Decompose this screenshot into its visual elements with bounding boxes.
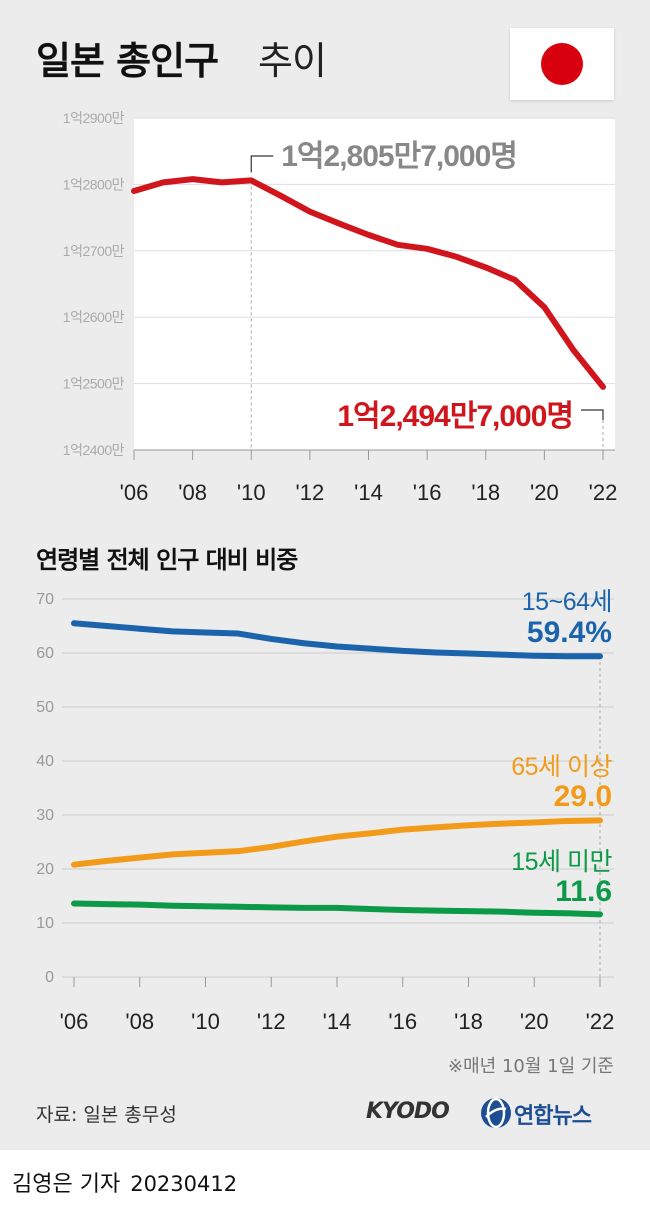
japan-flag-icon	[510, 28, 614, 100]
x-tick-label: '16	[413, 480, 442, 505]
page-title: 일본 총인구	[36, 39, 219, 83]
y-tick-label: 1억2600만	[63, 309, 125, 325]
x-tick-label: '10	[191, 1009, 220, 1034]
y-tick-label: 1억2400만	[63, 442, 125, 458]
byline: 김영은 기자 20230412	[12, 1166, 237, 1198]
age-share-chart-title: 연령별 전체 인구 대비 비중	[36, 546, 298, 574]
kyodo-logo: KYODO	[366, 1099, 450, 1124]
x-tick-label: '22	[586, 1009, 615, 1034]
series-name-label: 15세 미만	[511, 848, 612, 876]
x-tick-label: '18	[454, 1009, 483, 1034]
series-value-label: 29.0	[554, 780, 612, 813]
x-tick-label: '14	[323, 1009, 352, 1034]
annotation-leader	[581, 409, 604, 420]
annotation-leader	[250, 155, 274, 173]
y-tick-label: 40	[36, 753, 54, 770]
flag-sun-icon	[541, 43, 583, 85]
series-value-label: 59.4%	[527, 616, 612, 649]
y-tick-label: 1억2900만	[63, 110, 125, 126]
x-tick-label: '06	[60, 1009, 89, 1034]
x-tick-label: '20	[520, 1009, 549, 1034]
x-tick-label: '14	[354, 480, 383, 505]
annotation-label-max: 1억2,805만7,000명	[281, 140, 517, 173]
y-tick-label: 50	[36, 699, 54, 716]
x-tick-label: '06	[120, 480, 149, 505]
x-tick-label: '12	[296, 480, 325, 505]
x-tick-label: '08	[178, 480, 207, 505]
series-line-0	[71, 620, 603, 660]
page-title-sub: 추이	[258, 39, 327, 83]
series-line-2	[71, 900, 603, 918]
y-tick-label: 0	[45, 969, 54, 986]
x-tick-label: '08	[125, 1009, 154, 1034]
y-tick-label: 70	[36, 591, 54, 608]
series-value-label: 11.6	[555, 875, 612, 908]
plot-area	[134, 118, 615, 450]
yonhap-logo-text: 연합뉴스	[514, 1104, 592, 1129]
annotation-label-latest: 1억2,494만7,000명	[337, 400, 573, 433]
reporter-name: 김영은 기자	[12, 1172, 121, 1197]
byline-bar	[0, 1150, 650, 1208]
x-tick-label: '18	[471, 480, 500, 505]
y-tick-label: 1억2800만	[63, 176, 125, 192]
x-tick-label: '12	[257, 1009, 286, 1034]
x-tick-label: '16	[388, 1009, 417, 1034]
series-line-1	[71, 817, 603, 868]
x-tick-label: '10	[237, 480, 266, 505]
series-name-label: 15~64세	[522, 588, 612, 616]
y-tick-label: 30	[36, 807, 54, 824]
y-tick-label: 60	[36, 645, 54, 662]
series-name-label: 65세 이상	[511, 753, 612, 781]
source-text: 자료: 일본 총무성	[36, 1104, 177, 1126]
y-tick-label: 10	[36, 915, 54, 932]
footnote: ※매년 10월 1일 기준	[448, 1056, 614, 1077]
y-tick-label: 1억2700만	[63, 243, 125, 259]
yonhap-logo-icon	[481, 1097, 511, 1129]
x-tick-label: '22	[589, 480, 618, 505]
y-tick-label: 20	[36, 861, 54, 878]
age-share-chart: 0 10 20 30 40 50 60 70 '06 '08 '10 '12 '14 '16 '18 '20 '…	[36, 588, 615, 1034]
total-population-chart: 1억2400만 1억2500만 1억2600만 1억2700만 1억2800만 1억290…	[63, 110, 618, 505]
y-tick-label: 1억2500만	[63, 376, 125, 392]
x-tick-label: '20	[530, 480, 559, 505]
series-line-total-population	[131, 176, 606, 390]
publish-date: 20230412	[130, 1172, 238, 1196]
